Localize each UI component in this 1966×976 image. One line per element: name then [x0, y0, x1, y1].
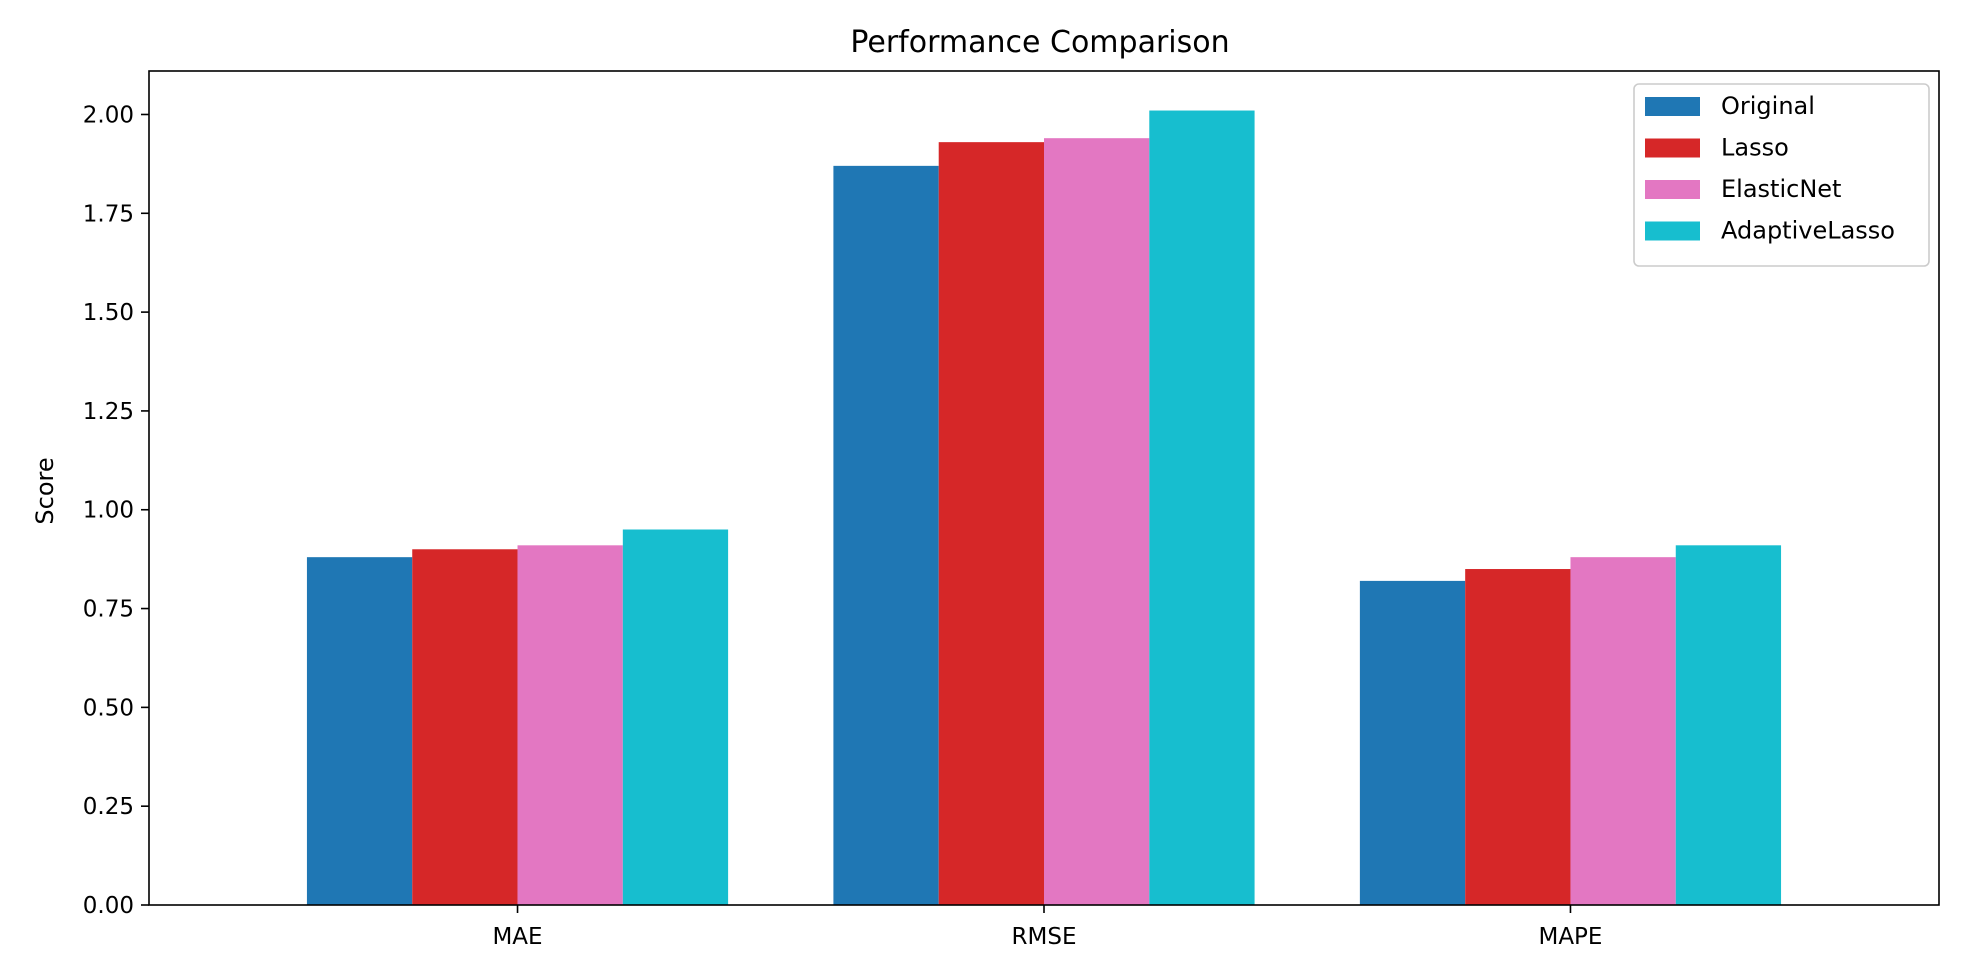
x-tick-label-mape: MAPE [1538, 924, 1602, 950]
bar-lasso-mape [1465, 569, 1571, 905]
bar-adaptivelasso-rmse [1149, 110, 1255, 905]
y-tick-label: 0.00 [83, 893, 134, 919]
y-tick-label: 1.50 [83, 300, 134, 326]
x-tick-label-rmse: RMSE [1012, 924, 1077, 950]
bar-lasso-rmse [938, 142, 1044, 905]
bar-original-mae [306, 557, 413, 905]
y-tick-label: 0.25 [83, 794, 134, 820]
legend-label-original: Original [1721, 92, 1815, 120]
bar-lasso-mae [412, 549, 518, 905]
bar-elasticnet-mape [1570, 557, 1676, 905]
legend-box [1633, 83, 1930, 267]
bar-adaptivelasso-mape [1675, 545, 1782, 905]
bar-adaptivelasso-mae [622, 529, 729, 905]
legend: Original Lasso ElasticNet AdaptiveLasso [1633, 83, 1930, 267]
legend-swatch-adaptivelasso [1645, 221, 1700, 241]
y-axis-label: Score [31, 457, 59, 524]
ticks-layer: 0.00 0.25 0.50 0.75 1.00 1.25 1.50 1.75 2.00 MAE R… [83, 102, 1603, 950]
y-tick-label: 1.00 [83, 498, 134, 524]
legend-label-lasso: Lasso [1721, 134, 1789, 162]
x-tick-label-mae: MAE [492, 924, 542, 950]
legend-swatch-original [1645, 97, 1700, 116]
plot-frame [148, 70, 1940, 906]
bar-elasticnet-rmse [1044, 138, 1150, 905]
legend-label-adaptivelasso: AdaptiveLasso [1721, 217, 1895, 245]
bars-layer [306, 110, 1782, 906]
y-tick-label: 0.50 [83, 695, 134, 721]
y-tick-label: 0.75 [83, 597, 134, 623]
y-tick-label: 1.25 [83, 399, 134, 425]
legend-swatch-lasso [1645, 138, 1700, 158]
y-tick-label: 2.00 [83, 102, 134, 128]
bar-original-mape [1359, 580, 1466, 905]
bar-original-rmse [833, 165, 939, 906]
y-tick-label: 1.75 [83, 201, 134, 227]
legend-swatch-elasticnet [1645, 180, 1700, 199]
bar-elasticnet-mae [517, 545, 623, 905]
legend-label-elasticnet: ElasticNet [1721, 175, 1841, 203]
chart-title: Performance Comparison [850, 25, 1229, 60]
